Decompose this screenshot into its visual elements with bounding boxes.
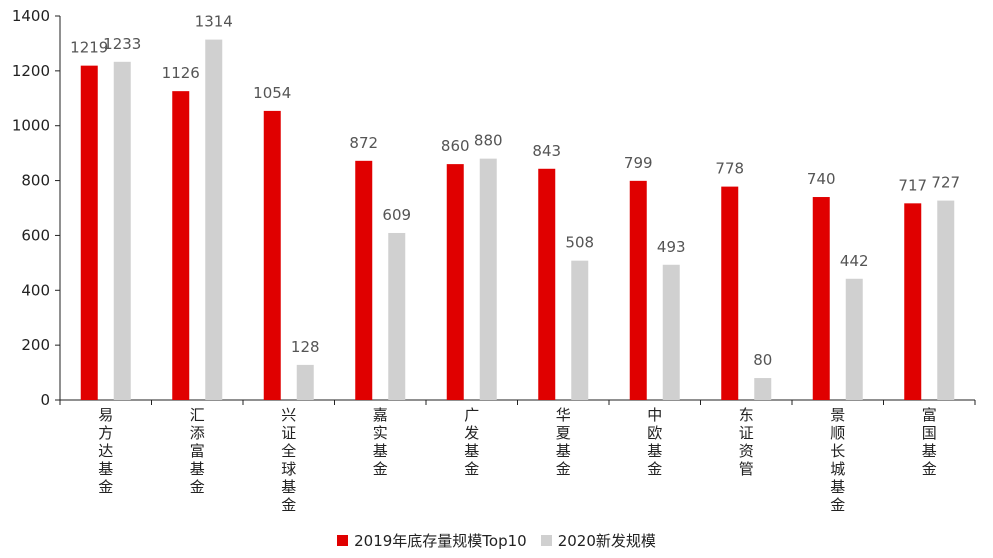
y-tick-label: 1200 [12, 62, 50, 80]
bar-series-2 [388, 232, 406, 400]
legend-swatch-series-1 [337, 535, 349, 546]
data-label-series-2: 609 [382, 206, 411, 224]
category-label: 嘉实基金 [373, 406, 388, 478]
data-label-series-2: 493 [657, 238, 686, 256]
category-label: 东证资管 [739, 406, 754, 478]
data-label-series-1: 843 [532, 142, 561, 160]
bar-series-2 [479, 158, 497, 400]
bar-series-2 [845, 278, 863, 400]
category-label: 华夏基金 [556, 406, 571, 478]
category-label: 富国基金 [922, 406, 937, 478]
legend-item-series-2: 2020新发规模 [540, 530, 656, 551]
legend-swatch-series-2 [540, 535, 552, 546]
bar-series-1 [812, 197, 830, 400]
bar-series-1 [446, 164, 464, 400]
bar-series-1 [629, 180, 647, 400]
bar-series-1 [263, 110, 281, 400]
bar-series-2 [662, 264, 680, 400]
category-label: 广发基金 [464, 406, 479, 478]
y-axis: 0 200 400 600 800 1000 1200 1400 [12, 7, 61, 409]
data-label-series-2: 508 [565, 234, 594, 252]
bars [80, 39, 955, 401]
data-label-series-1: 1126 [162, 64, 200, 82]
data-label-series-2: 880 [474, 132, 503, 150]
bar-series-2 [937, 200, 955, 400]
category-label: 汇添富基金 [190, 406, 205, 496]
bar-series-2 [754, 378, 772, 400]
data-label-series-1: 872 [349, 134, 378, 152]
x-axis [59, 399, 976, 405]
data-label-series-2: 1314 [195, 13, 233, 31]
category-labels: 易方达基金 汇添富基金 兴证全球基金 嘉实基金 广发基金 华夏基金 中欧基金 东证资管 景顺长城… [98, 406, 937, 514]
data-label-series-1: 717 [898, 176, 927, 194]
data-label-series-2: 128 [291, 338, 320, 356]
data-label-series-1: 860 [441, 137, 470, 155]
bar-series-1 [172, 91, 190, 400]
legend: 2019年底存量规模Top10 2020新发规模 [0, 530, 993, 551]
bar-series-2 [571, 260, 589, 400]
bar-series-2 [205, 39, 223, 401]
legend-label-series-1: 2019年底存量规模Top10 [354, 532, 527, 550]
category-label: 景顺长城基金 [830, 406, 845, 514]
data-label-series-1: 740 [807, 170, 836, 188]
data-label-series-2: 1233 [103, 35, 141, 53]
data-label-series-1: 1054 [253, 84, 291, 102]
y-tick-label: 200 [21, 336, 50, 354]
y-tick-label: 600 [21, 226, 50, 244]
y-tick-label: 400 [21, 281, 50, 299]
bar-series-1 [80, 65, 98, 400]
legend-label-series-2: 2020新发规模 [557, 532, 656, 550]
legend-item-series-1: 2019年底存量规模Top10 [337, 530, 527, 551]
y-tick-label: 1000 [12, 117, 50, 135]
category-label: 易方达基金 [98, 406, 113, 496]
bar-series-1 [904, 203, 922, 400]
y-tick-label: 1400 [12, 7, 50, 25]
data-label-series-1: 799 [624, 154, 653, 172]
bar-series-2 [296, 364, 314, 400]
y-tick-label: 800 [21, 172, 50, 190]
bar-series-2 [113, 61, 131, 400]
data-label-series-2: 80 [753, 351, 772, 369]
data-label-series-1: 1219 [70, 39, 108, 57]
data-label-series-1: 778 [715, 160, 744, 178]
category-label: 中欧基金 [647, 406, 662, 478]
bar-series-1 [721, 186, 739, 400]
data-label-series-2: 727 [931, 174, 960, 192]
bar-series-1 [538, 168, 556, 400]
category-label: 兴证全球基金 [281, 406, 296, 514]
data-label-series-2: 442 [840, 252, 869, 270]
bar-series-1 [355, 160, 373, 400]
y-tick-label: 0 [40, 391, 50, 409]
